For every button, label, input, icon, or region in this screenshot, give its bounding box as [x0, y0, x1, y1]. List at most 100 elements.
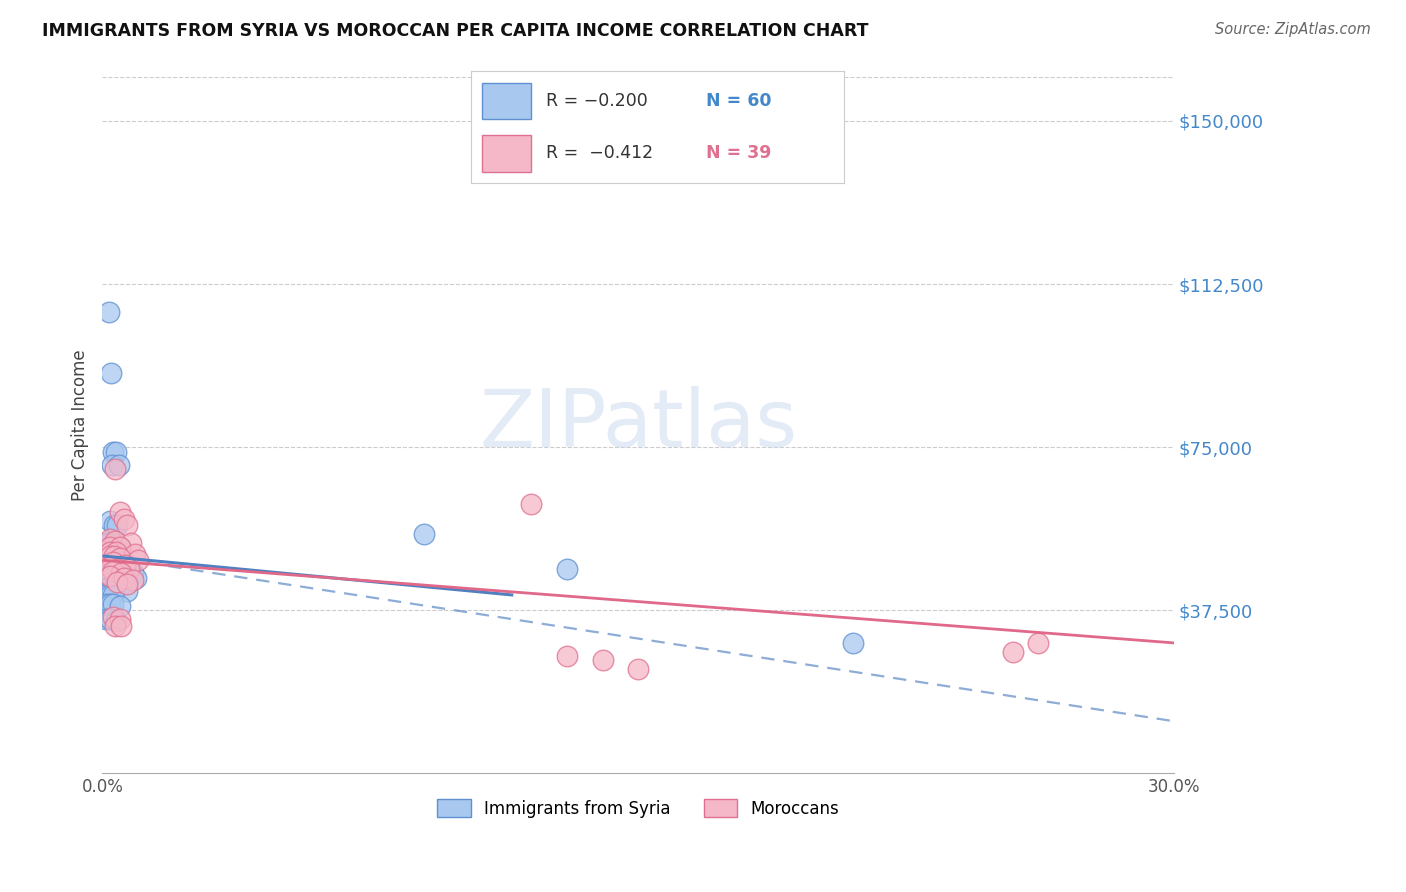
Point: [841, 636, 863, 650]
Point: [103, 518, 125, 533]
Point: [94, 553, 117, 567]
Point: [103, 583, 125, 598]
Y-axis label: Per Capita Income: Per Capita Income: [72, 350, 89, 501]
Point: [117, 558, 139, 572]
Text: N = 39: N = 39: [706, 144, 770, 161]
Point: [98, 612, 121, 626]
Text: ZIPatlas: ZIPatlas: [479, 386, 797, 465]
Point: [104, 558, 127, 572]
Point: [115, 583, 138, 598]
Point: [105, 556, 128, 570]
Point: [124, 547, 146, 561]
Point: [555, 562, 578, 576]
Point: [97, 305, 120, 319]
Point: [110, 505, 132, 519]
Point: [105, 544, 128, 558]
Point: [94, 568, 117, 582]
Point: [96, 577, 118, 591]
Point: [98, 544, 121, 558]
Point: [120, 536, 142, 550]
Point: [97, 536, 120, 550]
Point: [94, 573, 117, 587]
Point: [1028, 636, 1050, 650]
Legend: Immigrants from Syria, Moroccans: Immigrants from Syria, Moroccans: [430, 793, 846, 824]
Point: [103, 549, 125, 563]
FancyBboxPatch shape: [482, 83, 530, 120]
Point: [98, 597, 121, 611]
Point: [98, 549, 121, 563]
Point: [98, 579, 121, 593]
Point: [110, 551, 132, 566]
Point: [98, 562, 121, 576]
Point: [104, 533, 127, 548]
Point: [117, 518, 139, 533]
Point: [101, 562, 124, 576]
Point: [110, 612, 132, 626]
Point: [107, 562, 129, 576]
Point: [125, 571, 148, 585]
Point: [105, 575, 128, 590]
Text: Source: ZipAtlas.com: Source: ZipAtlas.com: [1215, 22, 1371, 37]
Point: [94, 582, 117, 596]
Point: [98, 575, 121, 590]
Point: [97, 571, 120, 585]
Point: [98, 540, 121, 554]
Text: R = −0.200: R = −0.200: [546, 93, 647, 111]
Point: [94, 536, 117, 550]
Point: [105, 444, 128, 458]
Point: [98, 559, 121, 574]
Point: [101, 458, 124, 472]
Point: [111, 549, 134, 563]
Point: [101, 610, 124, 624]
Point: [108, 579, 131, 593]
Point: [592, 653, 614, 667]
Point: [114, 575, 136, 590]
Point: [101, 549, 124, 563]
Point: [103, 575, 125, 590]
Point: [104, 462, 127, 476]
Point: [94, 597, 117, 611]
Point: [98, 532, 121, 546]
Point: [520, 497, 543, 511]
Point: [96, 558, 118, 572]
Point: [101, 564, 124, 578]
Point: [107, 458, 129, 472]
Point: [98, 583, 121, 598]
Point: [105, 518, 128, 533]
Point: [100, 366, 122, 380]
Point: [115, 577, 138, 591]
FancyBboxPatch shape: [482, 135, 530, 171]
Point: [98, 514, 121, 528]
Point: [110, 566, 132, 581]
Point: [98, 558, 121, 572]
Point: [110, 618, 132, 632]
Point: [627, 662, 650, 676]
Point: [97, 552, 120, 566]
Point: [105, 614, 128, 628]
Text: IMMIGRANTS FROM SYRIA VS MOROCCAN PER CAPITA INCOME CORRELATION CHART: IMMIGRANTS FROM SYRIA VS MOROCCAN PER CA…: [42, 22, 869, 40]
Text: N = 60: N = 60: [706, 93, 772, 111]
Point: [127, 553, 149, 567]
Point: [112, 512, 135, 526]
Point: [101, 588, 124, 602]
Point: [555, 648, 578, 663]
Point: [101, 597, 124, 611]
Point: [98, 588, 121, 602]
Point: [94, 612, 117, 626]
Point: [118, 562, 141, 576]
Point: [94, 588, 117, 602]
Text: R =  −0.412: R = −0.412: [546, 144, 652, 161]
Point: [96, 566, 118, 580]
Point: [100, 538, 122, 552]
Point: [114, 558, 136, 572]
Point: [104, 571, 127, 585]
Point: [101, 444, 124, 458]
Point: [413, 527, 436, 541]
Point: [98, 568, 121, 582]
Point: [101, 556, 124, 570]
Point: [96, 547, 118, 561]
Point: [112, 571, 135, 585]
Point: [1002, 645, 1025, 659]
Point: [104, 618, 127, 632]
Point: [100, 553, 122, 567]
